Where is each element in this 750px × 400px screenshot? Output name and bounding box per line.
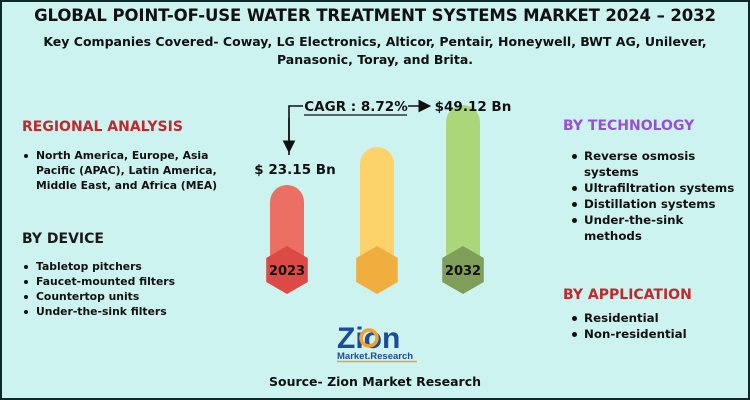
by-technology-list: Reverse osmosis systems Ultrafiltration s…: [570, 148, 745, 244]
bar-base-2: [356, 246, 398, 294]
device-list-item: Under-the-sink filters: [22, 304, 232, 319]
zion-logo-text: Zion: [337, 322, 400, 355]
by-device-heading: BY DEVICE: [22, 231, 104, 247]
source-caption: Source- Zion Market Research: [268, 374, 482, 389]
value-label-3: $49.12 Bn: [435, 99, 512, 115]
category-label-2023: 2023: [269, 264, 305, 279]
application-list-item: Non-residential: [570, 326, 740, 342]
bar-base-1: [266, 246, 308, 294]
regional-analysis-list: North America, Europe, Asia Pacific (APA…: [22, 148, 247, 193]
bar-base-3: [442, 246, 484, 294]
device-list-item: Faucet-mounted filters: [22, 274, 232, 289]
technology-list-item: Under-the-sink methods: [570, 212, 745, 244]
cagr-arrow-line-left: [288, 105, 303, 155]
by-device-list: Tabletop pitchers Faucet-mounted filters C…: [22, 259, 232, 319]
category-label-2032: 2032: [445, 264, 481, 279]
zion-logo: Zion Market.Research: [337, 322, 417, 363]
technology-list-item: Distillation systems: [570, 196, 745, 212]
by-application-heading: BY APPLICATION: [563, 287, 692, 303]
zion-logo-mark: Zion Market.Research: [337, 322, 417, 363]
bar-2: [360, 147, 394, 272]
bar-3: [446, 105, 480, 272]
zion-logo-subtext: Market.Research: [337, 351, 413, 362]
by-technology-heading: BY TECHNOLOGY: [563, 118, 695, 134]
regional-analysis-heading: REGIONAL ANALYSIS: [22, 119, 183, 135]
zion-logo-ring: [359, 328, 379, 348]
application-list-item: Residential: [570, 310, 740, 326]
technology-list-item: Reverse osmosis systems: [570, 148, 745, 180]
regional-list-item: North America, Europe, Asia Pacific (APA…: [22, 148, 247, 193]
key-companies-subtitle: Key Companies Covered- Coway, LG Electro…: [43, 34, 707, 67]
technology-list-item: Ultrafiltration systems: [570, 180, 745, 196]
bar-1: [270, 185, 304, 272]
device-list-item: Countertop units: [22, 289, 232, 304]
device-list-item: Tabletop pitchers: [22, 259, 232, 274]
cagr-label: CAGR : 8.72%: [304, 99, 408, 115]
page-title: GLOBAL POINT-OF-USE WATER TREATMENT SYST…: [34, 6, 716, 25]
value-label-1: $ 23.15 Bn: [254, 162, 335, 178]
by-application-list: Residential Non-residential: [570, 310, 740, 342]
